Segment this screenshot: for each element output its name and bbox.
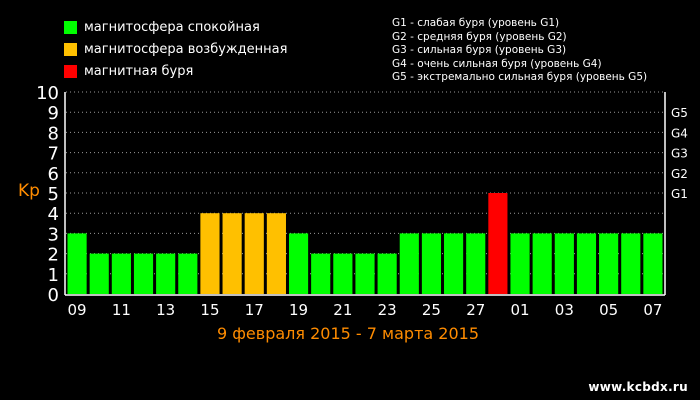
axes [64, 92, 666, 296]
kp-bar [133, 253, 154, 294]
y-tick-label: 5 [48, 184, 59, 205]
y-tick-label: 8 [48, 123, 59, 144]
x-tick-label: 19 [289, 301, 308, 319]
right-tick-label: G3 [671, 147, 688, 161]
legend-label: магнитосфера спокойная [84, 19, 260, 35]
x-tick-label: 27 [466, 301, 485, 319]
x-tick-label: 13 [156, 301, 175, 319]
kp-bar [355, 253, 375, 294]
storm-level-item: G3 - сильная буря (уровень G3) [392, 44, 567, 57]
kp-bar [621, 233, 641, 294]
bars [67, 193, 663, 294]
x-tick-label: 01 [510, 301, 529, 319]
x-tick-label: 07 [643, 301, 662, 319]
y-tick-label: 4 [48, 204, 59, 225]
legend-swatch [64, 42, 77, 56]
kp-bar [466, 233, 486, 294]
legend: магнитосфера спокойная магнитосфера возбу… [64, 16, 287, 82]
right-tick-label: G1 [671, 187, 688, 201]
kp-bar [377, 253, 397, 294]
kp-bar [510, 233, 530, 294]
kp-bar [554, 233, 574, 294]
y-tick-label: 1 [48, 265, 59, 286]
kp-bar [643, 233, 663, 294]
y-tick-label: 7 [48, 144, 59, 165]
kp-bar [266, 213, 286, 294]
y-tick-label: 9 [48, 103, 59, 124]
kp-bar [200, 213, 220, 294]
kp-bar [444, 233, 464, 294]
kp-bar [67, 233, 87, 294]
kp-bar [178, 253, 198, 294]
x-tick-label: 11 [112, 301, 131, 319]
x-tick-label: 21 [333, 301, 352, 319]
y-axis-label: Kp [18, 181, 40, 201]
x-tick-label: 25 [422, 301, 441, 319]
legend-swatch [64, 64, 77, 78]
storm-level-item: G4 - очень сильная буря (уровень G4) [392, 57, 602, 70]
x-tick-label: 03 [555, 301, 574, 319]
legend-item: магнитная буря [64, 60, 287, 82]
y-tick-label: 0 [48, 285, 59, 306]
kp-bar [288, 233, 309, 294]
x-tick-label: 17 [245, 301, 264, 319]
chart-title: 9 февраля 2015 - 7 марта 2015 [217, 324, 479, 343]
y-tick-label: 3 [48, 224, 59, 245]
grid-lines [66, 91, 664, 275]
kp-bar [421, 233, 442, 294]
x-tick-label: 23 [378, 301, 397, 319]
kp-bar [399, 233, 419, 294]
x-tick-label: 15 [200, 301, 219, 319]
site-watermark: www.kcbdx.ru [588, 380, 688, 394]
right-tick-label: G4 [671, 126, 688, 140]
legend-item: магнитосфера возбужденная [64, 38, 287, 60]
right-tick-label: G2 [671, 167, 688, 181]
storm-level-item: G1 - слабая буря (уровень G1) [392, 17, 560, 29]
y-tick-label: 2 [48, 245, 59, 266]
kp-bar [333, 253, 353, 294]
storm-level-item: G2 - средняя буря (уровень G2) [392, 30, 567, 43]
storm-level-item: G5 - экстремально сильная буря (уровень … [392, 71, 648, 84]
kp-bar [532, 233, 552, 294]
y-tick-label: 10 [36, 83, 59, 104]
kp-bar [89, 253, 109, 294]
x-tick-label: 09 [68, 301, 87, 319]
kp-bar [222, 213, 242, 294]
kp-bar [599, 233, 619, 294]
kp-bar [488, 193, 508, 294]
legend-swatch [64, 20, 77, 34]
x-tick-label: 05 [599, 301, 618, 319]
legend-label: магнитная буря [84, 63, 194, 79]
kp-bar [111, 253, 131, 294]
legend-item: магнитосфера спокойная [64, 16, 287, 38]
right-tick-label: G5 [671, 106, 688, 120]
kp-bar [156, 253, 176, 294]
kp-bar [244, 213, 264, 294]
legend-label: магнитосфера возбужденная [84, 41, 288, 57]
kp-bar [576, 233, 597, 294]
kp-bar [311, 253, 331, 294]
storm-level-list: G1 - слабая буря (уровень G1) G2 - средня… [392, 17, 647, 85]
y-tick-label: 6 [48, 164, 59, 185]
